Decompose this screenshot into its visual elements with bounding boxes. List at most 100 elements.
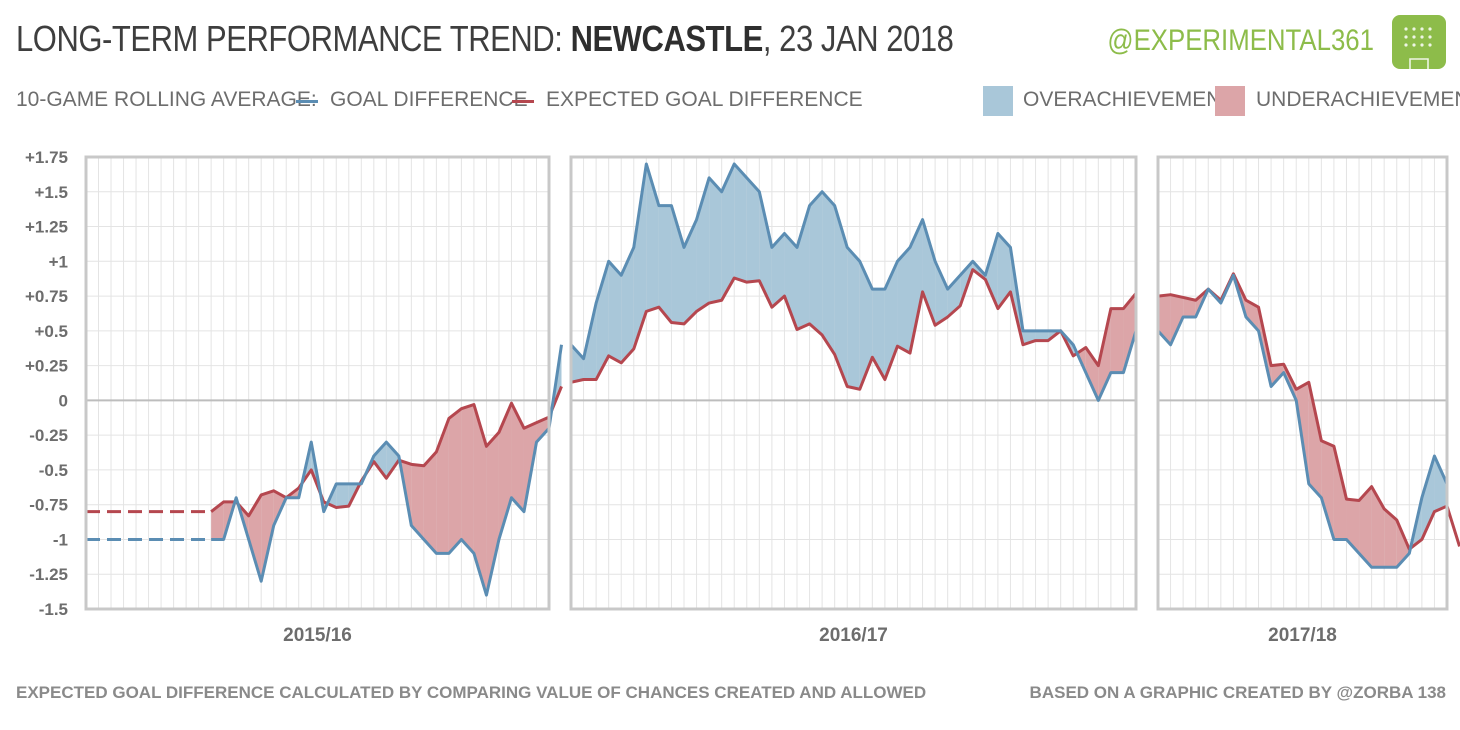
overachievement-area [884,261,898,380]
overachievement-area [1434,456,1447,512]
underachievement-area [211,501,224,540]
underachievement-area [461,404,474,554]
overachievement-area [646,163,659,312]
overachievement-area [709,177,722,304]
season-label: 2016/17 [819,625,888,646]
overachievement-area [746,177,760,283]
overachievement-area [872,289,885,380]
underachievement-area [1170,294,1184,345]
panel-frame [1156,155,1449,611]
season-label: 2017/18 [1268,625,1337,646]
underachievement-area [1183,297,1196,317]
legend-under-label: UNDERACHIEVEMENT [1256,88,1460,111]
overachievement-area [633,163,647,349]
xgd-line-2015/16 [210,385,563,518]
overachievement-area [947,275,961,317]
y-tick-label: +1 [49,252,68,271]
underachievement-area [1346,499,1360,554]
overachievement-area [734,163,747,283]
underachievement-area [486,432,499,596]
overachievement-area [621,247,634,363]
y-tick-label: -0.5 [39,461,68,480]
y-tick-label: +1.75 [25,148,68,167]
overachievement-area [834,205,848,387]
gd-line-2017/18 [1156,273,1449,569]
underachievement-area [1245,300,1259,331]
underachievement-area [436,418,449,554]
title-team: NEWCASTLE [570,18,764,59]
title-prefix: LONG-TERM PERFORMANCE TREND: [16,18,563,59]
overachievement-area [935,261,948,326]
legend-over-label: OVERACHIEVEMENT [1023,88,1235,111]
y-tick-label: -0.75 [29,496,68,515]
overachievement-area [809,191,823,336]
underachievement-area [411,464,424,540]
overachievement-area [997,233,1011,309]
season-label: 2015/16 [283,625,352,646]
legend-label: 10-GAME ROLLING AVERAGE: [16,88,317,111]
footer-credit: BASED ON A GRAPHIC CREATED BY @ZORBA 138 [1029,683,1446,702]
underachievement-area [473,404,487,596]
underachievement-area [1085,347,1099,401]
gd-line-2015/16 [211,344,563,597]
pitch-logo-icon [1392,15,1446,69]
underachievement-area [448,408,462,554]
overachievement-area [386,442,399,479]
y-tick-label: +0.5 [34,322,68,341]
xgd-line-2016/17 [570,268,1138,391]
legend-xgd-label: EXPECTED GOAL DIFFERENCE [546,88,863,111]
underachievement-area [1371,486,1385,568]
panel-frame [84,155,551,611]
underachievement-area [1333,446,1347,540]
overachievement-area [797,205,810,330]
y-tick-label: -1.25 [29,565,68,584]
overachievement-area [897,247,910,354]
overachievement-area [784,233,797,330]
underachievement-area [261,490,274,582]
underachievement-area [423,451,437,554]
legend-xgd-swatch [512,100,534,103]
overachievement-area [658,205,672,323]
underachievement-area [1123,293,1136,373]
underachievement-area [248,494,262,582]
overachievement-area [771,233,785,308]
overachievement-area [684,219,697,324]
overachievement-area [671,205,684,324]
overachievement-area [985,233,998,309]
legend-over-swatch [983,86,1013,116]
y-tick-label: +1.25 [25,218,68,237]
y-tick-label: +1.5 [34,183,68,202]
overachievement-area [1035,330,1049,341]
gd-line-2016/17 [569,162,1138,402]
overachievement-area [373,442,387,479]
panel-frame [569,155,1138,611]
chart-title: LONG-TERM PERFORMANCE TREND: NEWCASTLE, … [16,18,954,59]
overachievement-area [571,344,584,383]
legend-gd-swatch [296,100,318,103]
underachievement-area [536,417,549,443]
underachievement-area [1321,440,1334,540]
footer-note: EXPECTED GOAL DIFFERENCE CALCULATED BY C… [16,683,927,702]
legend-under-swatch [1215,86,1245,116]
y-tick-label: -1.5 [39,600,68,619]
underachievement-area [1110,308,1124,373]
title-date: 23 JAN 2018 [779,18,954,59]
y-tick-label: -1 [53,530,68,549]
overachievement-area [859,261,873,390]
author-handle[interactable]: @EXPERIMENTAL361 [1107,24,1374,57]
underachievement-area [1384,508,1397,568]
underachievement-area [1308,382,1322,498]
overachievement-area [759,191,772,308]
overachievement-area [721,163,735,301]
legend-gd-label: GOAL DIFFERENCE [330,88,528,111]
overachievement-area [822,191,835,355]
overachievement-area [596,261,609,380]
overachievement-area [608,261,622,363]
overachievement-area [910,219,923,354]
y-tick-label: +0.25 [25,357,68,376]
overachievement-area [336,483,349,508]
y-tick-label: +0.75 [25,287,68,306]
underachievement-area [1359,486,1372,568]
y-tick-label: -0.25 [29,426,68,445]
